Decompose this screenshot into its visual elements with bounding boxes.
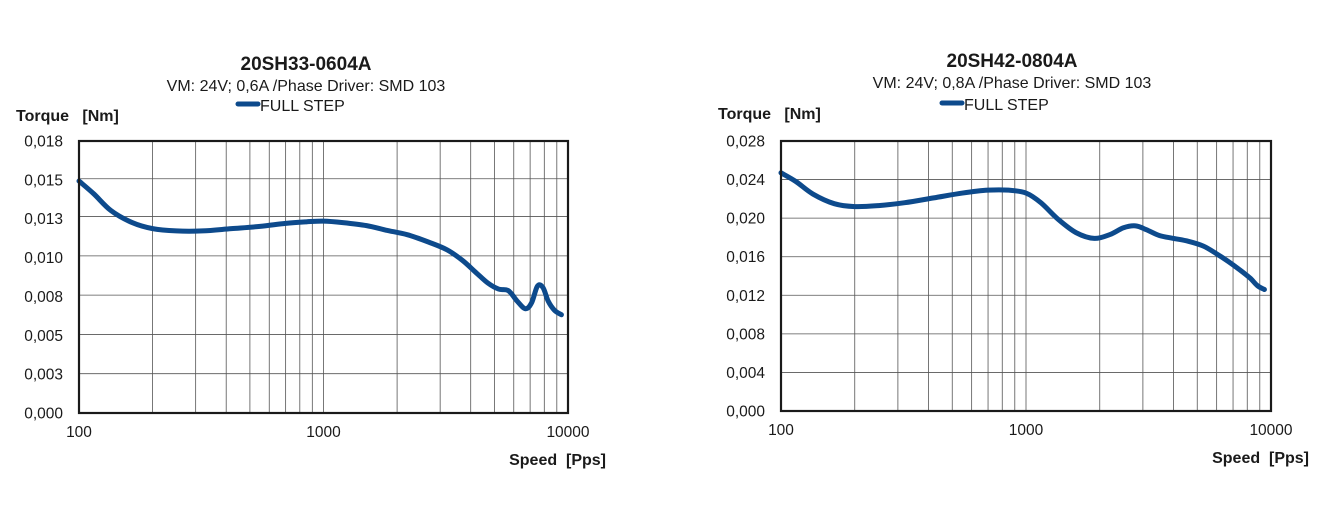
chart-2-x-axis-label: Speed [Pps] [1212, 450, 1309, 467]
chart-1-x-tick-label: 10000 [546, 424, 589, 441]
chart-1-series-full-step [76, 178, 564, 318]
chart-2-title: 20SH42-0804A [947, 51, 1078, 72]
chart-2-series-full-step [778, 170, 1267, 292]
chart-1-plot-frame [77, 139, 570, 415]
chart-1-y-tick-label: 0,018 [24, 134, 63, 151]
chart-2: 20SH42-0804A VM: 24V; 0,8A /Phase Driver… [718, 51, 1309, 467]
chart-2-x-tick-label: 10000 [1249, 422, 1292, 439]
chart-2-y-tick-label: 0,024 [726, 172, 765, 189]
chart-2-y-tick-label: 0,016 [726, 249, 765, 266]
chart-1-y-tick-label: 0,008 [24, 289, 63, 306]
chart-1-subtitle: VM: 24V; 0,6A /Phase Driver: SMD 103 [167, 78, 446, 95]
chart-1: 20SH33-0604A VM: 24V; 0,6A /Phase Driver… [16, 54, 606, 469]
chart-1-y-tick-label: 0,010 [24, 250, 63, 267]
chart-1-y-tick-label: 0,003 [24, 367, 63, 384]
chart-2-y-tick-label: 0,028 [726, 134, 765, 151]
chart-2-x-tick-label: 100 [768, 422, 794, 439]
chart-2-legend: FULL STEP [939, 97, 1049, 114]
chart-1-x-axis-label: Speed [Pps] [509, 452, 606, 469]
chart-2-y-tick-label: 0,012 [726, 288, 765, 305]
chart-1-y-tick-label: 0,015 [24, 172, 63, 189]
chart-2-subtitle: VM: 24V; 0,8A /Phase Driver: SMD 103 [873, 75, 1152, 92]
chart-1-x-tick-label: 1000 [306, 424, 341, 441]
chart-1-legend: FULL STEP [235, 98, 345, 115]
chart-2-x-tick-label: 1000 [1009, 422, 1044, 439]
chart-2-y-tick-label: 0,000 [726, 404, 765, 421]
chart-1-y-tick-label: 0,000 [24, 406, 63, 423]
chart-1-title: 20SH33-0604A [241, 54, 372, 75]
chart-2-y-tick-label: 0,008 [726, 326, 765, 343]
chart-1-legend-label: FULL STEP [260, 98, 345, 115]
chart-2-legend-label: FULL STEP [964, 97, 1049, 114]
chart-1-y-axis-label: Torque [Nm] [16, 108, 119, 125]
chart-1-x-tick-label: 100 [66, 424, 92, 441]
chart-2-y-axis-label: Torque [Nm] [718, 106, 821, 123]
chart-1-y-tick-label: 0,013 [24, 211, 63, 228]
chart-2-y-tick-label: 0,004 [726, 365, 765, 382]
chart-2-plot-frame [779, 139, 1273, 413]
chart-2-y-tick-label: 0,020 [726, 211, 765, 228]
chart-1-y-tick-label: 0,005 [24, 328, 63, 345]
